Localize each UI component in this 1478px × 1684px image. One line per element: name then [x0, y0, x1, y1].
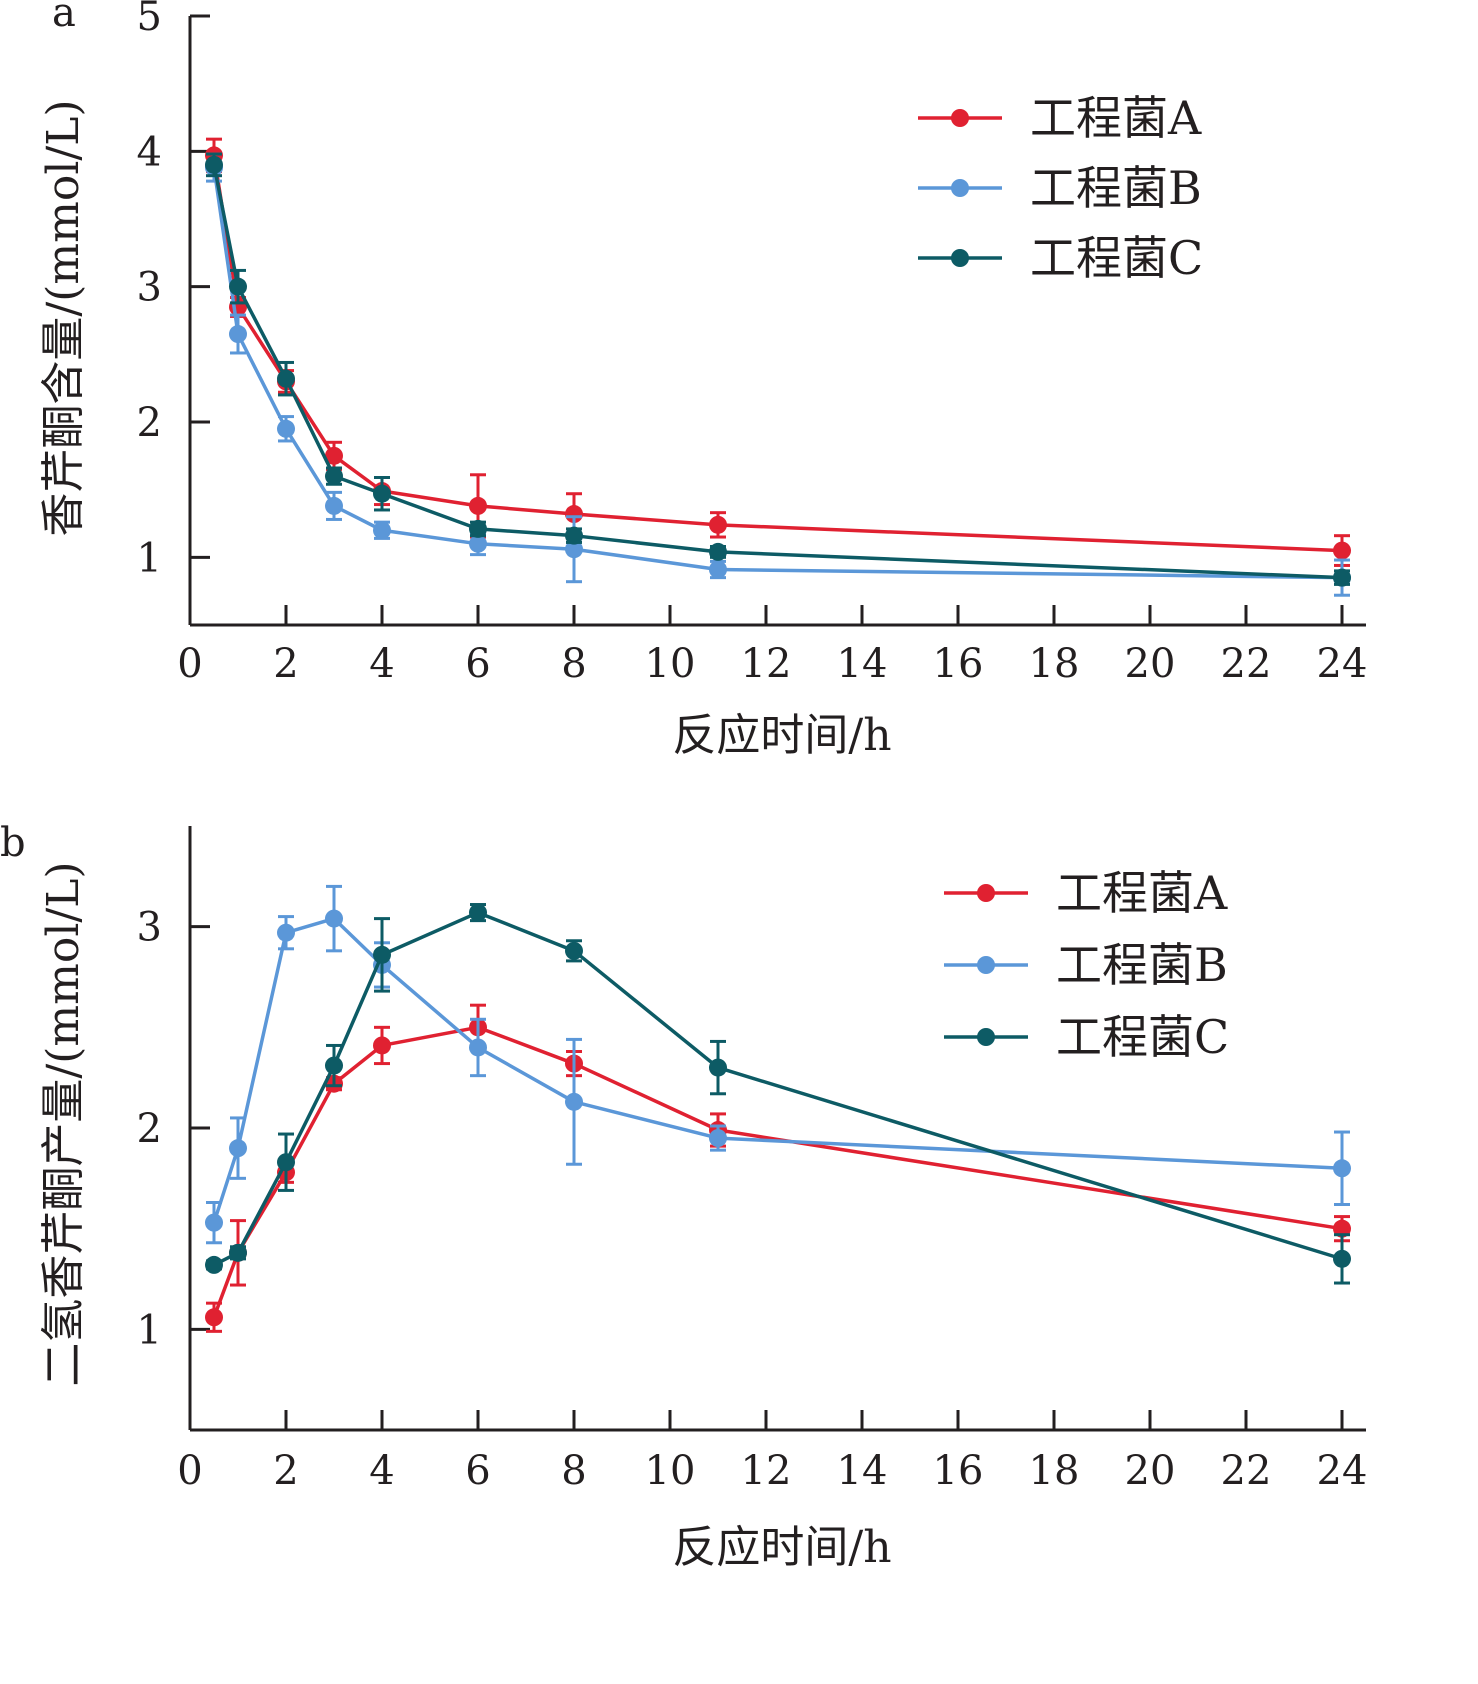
panel-b-series-b-point [565, 1092, 583, 1111]
panel-b-x-tick-label: 20 [1125, 1448, 1176, 1494]
panel-a-x-tick-label: 24 [1317, 641, 1368, 687]
panel-b-series-c-legend-marker [977, 1028, 995, 1046]
panel-b-x-tick-label: 22 [1221, 1448, 1272, 1494]
panel-a-x-tick-label: 18 [1029, 641, 1080, 687]
panel-a-x-tick-label: 12 [741, 641, 792, 687]
panel-a-series-b-point [565, 540, 583, 559]
panel-a-series-b-point [709, 560, 727, 579]
panel-a-series-c-point [469, 519, 487, 538]
panel-b-x-axis-title: 反应时间/h [672, 1522, 891, 1568]
panel-a-x-tick-label: 8 [561, 641, 586, 687]
panel-b-x-tick-label: 8 [561, 1448, 586, 1494]
panel-b-x-tick-label: 24 [1317, 1448, 1368, 1494]
panel-b-x-tick-label: 10 [645, 1448, 696, 1494]
panel-a-x-axis-title: 反应时间/h [672, 710, 891, 761]
panel-b-x-tick-label: 2 [273, 1448, 298, 1494]
panel-b-series-b-point [229, 1139, 247, 1158]
panel-a-x-tick-label: 6 [465, 641, 490, 687]
panel-a-y-tick-label: 2 [137, 400, 162, 446]
panel-b-series-a-legend-marker [977, 884, 995, 902]
panel-a-series-a-legend-label: 工程菌A [1030, 91, 1202, 145]
panel-b-series-a-point [205, 1308, 223, 1327]
panel-a-series-a-point [469, 496, 487, 515]
panel-b-y-tick-label: 1 [137, 1307, 162, 1353]
panel-a-series-b-point [325, 496, 343, 515]
panel-a-series-c-point [373, 484, 391, 503]
panel-a-series-c-legend-label: 工程菌C [1030, 231, 1203, 285]
panel-a-series-a-point [1333, 541, 1351, 560]
panel-a-series-a-point [325, 446, 343, 465]
panel-b-series-b-legend-marker [977, 956, 995, 974]
panel-a-letter: a [52, 0, 76, 36]
panel-b-series-c-point [205, 1255, 223, 1274]
panel-a-x-tick-label: 4 [369, 641, 394, 687]
panel-a-y-axis-title: 香芹酮含量/(mmol/L) [38, 99, 89, 536]
panel-a-series-b-point [373, 521, 391, 540]
panel-b-series-c-point [565, 941, 583, 960]
panel-a-series-a-point [565, 505, 583, 524]
panel-b-series-c-point [1333, 1249, 1351, 1268]
panel-a-series-c-legend-marker [951, 249, 969, 267]
panel-a-y-tick-label: 5 [137, 0, 162, 40]
panel-a-y-tick-label: 4 [137, 129, 162, 175]
panel-a-series-a-point [709, 515, 727, 534]
panel-a-series-c-point [229, 277, 247, 296]
panel-b-series-c-point [277, 1153, 295, 1172]
panel-b-series-c-point [229, 1243, 247, 1262]
panel-a-series-c-point [709, 542, 727, 561]
panel-b-series-c-point [709, 1058, 727, 1077]
panel-b-series-b-point [205, 1213, 223, 1232]
chart-panel-b: b 反应时间/h 二氢香芹酮产量/(mmol/L) 0 2 4 6 8 10 12 14 16 1… [0, 820, 1367, 1568]
panel-a-series-b-legend-marker [951, 179, 969, 197]
panel-b-series-c-legend-label: 工程菌C [1056, 1010, 1229, 1064]
panel-a-series-b-point [277, 419, 295, 438]
panel-a-series-c-point [277, 369, 295, 388]
panel-a-series-b-line [212, 167, 1343, 580]
panel-b-series-c-point [469, 903, 487, 922]
panel-a-y-tick-label: 3 [137, 265, 162, 311]
panel-a-series-b-point [229, 325, 247, 344]
panel-a-series-c-point [565, 526, 583, 545]
panel-b-series-c-point [373, 945, 391, 964]
panel-a-series-c-line [212, 164, 1343, 580]
panel-a-x-tick-label: 20 [1125, 641, 1176, 687]
panel-b-x-tick-label: 14 [837, 1448, 888, 1494]
panel-a-x-tick-label: 14 [837, 641, 888, 687]
panel-b-y-tick-label: 2 [137, 1106, 162, 1152]
panel-b-series-a-legend-label: 工程菌A [1056, 866, 1228, 920]
panel-a-x-tick-label: 22 [1221, 641, 1272, 687]
panel-b-series-b-point [277, 923, 295, 942]
panel-b-x-tick-label: 16 [933, 1448, 984, 1494]
panel-b-series-a-point [373, 1036, 391, 1055]
panel-b-x-tick-label: 18 [1029, 1448, 1080, 1494]
panel-b-x-tick-label: 0 [177, 1448, 202, 1494]
panel-a-x-tick-label: 10 [645, 641, 696, 687]
panel-b-series-b-point [709, 1129, 727, 1148]
panel-b-series-a-point [1333, 1219, 1351, 1238]
panel-b-series-b-point [1333, 1159, 1351, 1178]
panel-a-x-tick-label: 2 [273, 641, 298, 687]
panel-a-series-a-legend-marker [951, 109, 969, 127]
panel-a-series-b-point [469, 534, 487, 553]
panel-b-x-tick-label: 4 [369, 1448, 394, 1494]
panel-b-series-b-point [325, 909, 343, 928]
panel-b-y-tick-label: 3 [137, 905, 162, 951]
panel-b-series-b-legend-label: 工程菌B [1056, 938, 1228, 992]
panel-a-series-b-legend-label: 工程菌B [1030, 161, 1202, 215]
panel-a-y-tick-label: 1 [137, 535, 162, 581]
chart-panel-a: a 反应时间/h 香芹酮含量/(mmol/L) 0 2 4 6 8 10 12 14 16 18 2… [38, 0, 1367, 761]
panel-b-series-a-line [212, 1025, 1343, 1318]
panel-b-x-tick-label: 12 [741, 1448, 792, 1494]
panel-a-x-tick-label: 16 [933, 641, 984, 687]
panel-b-letter: b [0, 820, 26, 866]
panel-b-y-axis-title: 二氢香芹酮产量/(mmol/L) [38, 861, 89, 1386]
panel-b-series-c-point [325, 1056, 343, 1075]
figure: a 反应时间/h 香芹酮含量/(mmol/L) 0 2 4 6 8 10 12 14 16 18 2… [0, 0, 1367, 1568]
panel-a-series-c-point [325, 467, 343, 486]
panel-a-series-c-point [205, 155, 223, 174]
panel-b-x-tick-label: 6 [465, 1448, 490, 1494]
panel-a-series-c-point [1333, 568, 1351, 587]
panel-a-x-tick-label: 0 [177, 641, 202, 687]
panel-b-series-b-point [469, 1038, 487, 1057]
